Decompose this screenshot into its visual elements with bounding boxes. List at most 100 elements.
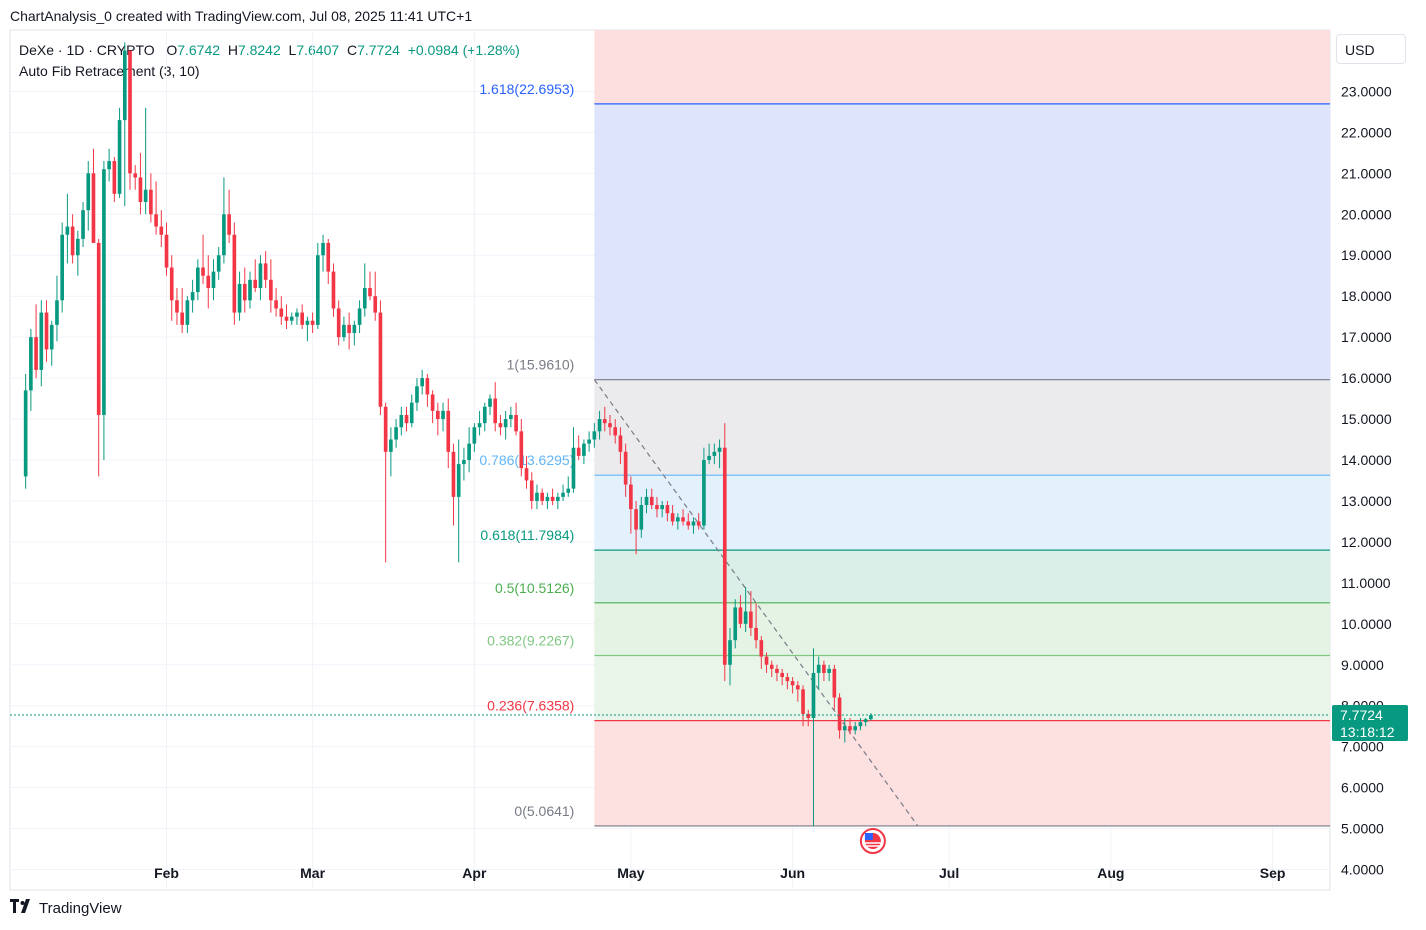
candle-body [362, 288, 367, 309]
fib-level-label: 1(15.9610) [507, 357, 575, 373]
candle [696, 513, 701, 530]
candle-body [415, 386, 419, 403]
candle-body [639, 505, 644, 530]
candle [175, 288, 179, 325]
candle-body [242, 283, 247, 301]
candle [707, 443, 711, 465]
candle-body [613, 427, 618, 436]
candle-body [107, 161, 111, 170]
candle [613, 419, 618, 444]
candle [237, 271, 242, 321]
candle [769, 660, 774, 678]
candle [143, 107, 148, 215]
price-axis[interactable]: 4.00005.00006.00007.00008.00009.000010.0… [1341, 83, 1392, 877]
candle-body [754, 627, 758, 641]
candle [420, 369, 424, 395]
candle-body [196, 267, 200, 293]
candle [827, 664, 831, 682]
time-axis[interactable]: Feb Mar Apr May Jun Jul Aug Sep [154, 865, 1285, 881]
candle [60, 222, 64, 313]
candle-body [717, 447, 722, 452]
candle-body [869, 715, 873, 720]
candle [561, 484, 565, 501]
fib-zone [594, 103, 1330, 380]
candle-body [529, 480, 534, 501]
candle-body [117, 120, 122, 194]
candle [383, 402, 388, 563]
candle [660, 500, 664, 518]
candle-body [227, 214, 231, 235]
y-tick-label: 21.0000 [1341, 165, 1392, 181]
candle-body [44, 312, 49, 350]
candle [368, 271, 372, 301]
y-tick-label: 9.0000 [1341, 657, 1384, 673]
y-tick-label: 17.0000 [1341, 329, 1392, 345]
candle [655, 496, 659, 518]
candle-body [389, 439, 393, 452]
candle-body [357, 308, 362, 325]
candle-body [482, 406, 487, 424]
candle-body [269, 279, 273, 301]
candle [263, 251, 268, 288]
candle [467, 427, 471, 473]
candle [321, 234, 325, 272]
candle [91, 148, 96, 243]
candle [733, 599, 738, 649]
candle-body [300, 312, 304, 325]
fib-levels [594, 103, 1330, 827]
candle [300, 304, 304, 329]
candle [96, 238, 101, 477]
candle-body [430, 394, 435, 411]
candle [822, 660, 826, 682]
y-tick-label: 4.0000 [1341, 862, 1384, 878]
candle [295, 308, 299, 325]
y-tick-label: 10.0000 [1341, 616, 1392, 632]
candle [404, 406, 409, 432]
candle-body [70, 226, 75, 256]
candle-body [138, 177, 143, 202]
candle-body [509, 414, 513, 420]
candle [227, 189, 231, 243]
candle-body [571, 447, 576, 489]
candle-body [790, 681, 795, 686]
candle [535, 484, 539, 510]
candle [608, 414, 612, 436]
candle-body [154, 214, 158, 227]
close-value: 7.7724 [357, 42, 400, 58]
candle-body [853, 726, 858, 731]
candle-body [493, 398, 498, 424]
candle-body [216, 255, 221, 272]
candle [39, 300, 44, 387]
candle-body [23, 390, 28, 477]
symbol-label[interactable]: DeXe · 1D · CRYPTO [19, 42, 155, 58]
brand-name: TradingView [39, 899, 122, 917]
candle [269, 259, 273, 313]
candle-body [55, 300, 59, 325]
candle-body [519, 431, 524, 469]
brand[interactable]: TradingView [10, 899, 122, 917]
candle [566, 476, 571, 497]
candle [347, 312, 351, 350]
indicator-label[interactable]: Auto Fib Retracement (3, 10) [19, 63, 200, 79]
candle-body [623, 451, 628, 485]
candle-body [378, 312, 383, 407]
candle [649, 488, 654, 510]
candle [159, 210, 164, 248]
candle [848, 718, 852, 735]
candle-body [728, 640, 732, 665]
candle-body [164, 234, 169, 268]
chart-attribution: ChartAnalysis_0 created with TradingView… [10, 8, 473, 24]
close-label: C [346, 42, 358, 58]
candle-body [180, 312, 184, 325]
candle-body [707, 455, 711, 460]
candle [352, 320, 357, 346]
candle [81, 202, 85, 248]
candle-body [749, 611, 753, 628]
candle-body [587, 439, 591, 444]
currency-button[interactable]: USD [1336, 34, 1406, 64]
candle [149, 173, 153, 223]
candle [853, 722, 858, 735]
price-badge-countdown: 13:18:12 [1340, 724, 1395, 740]
